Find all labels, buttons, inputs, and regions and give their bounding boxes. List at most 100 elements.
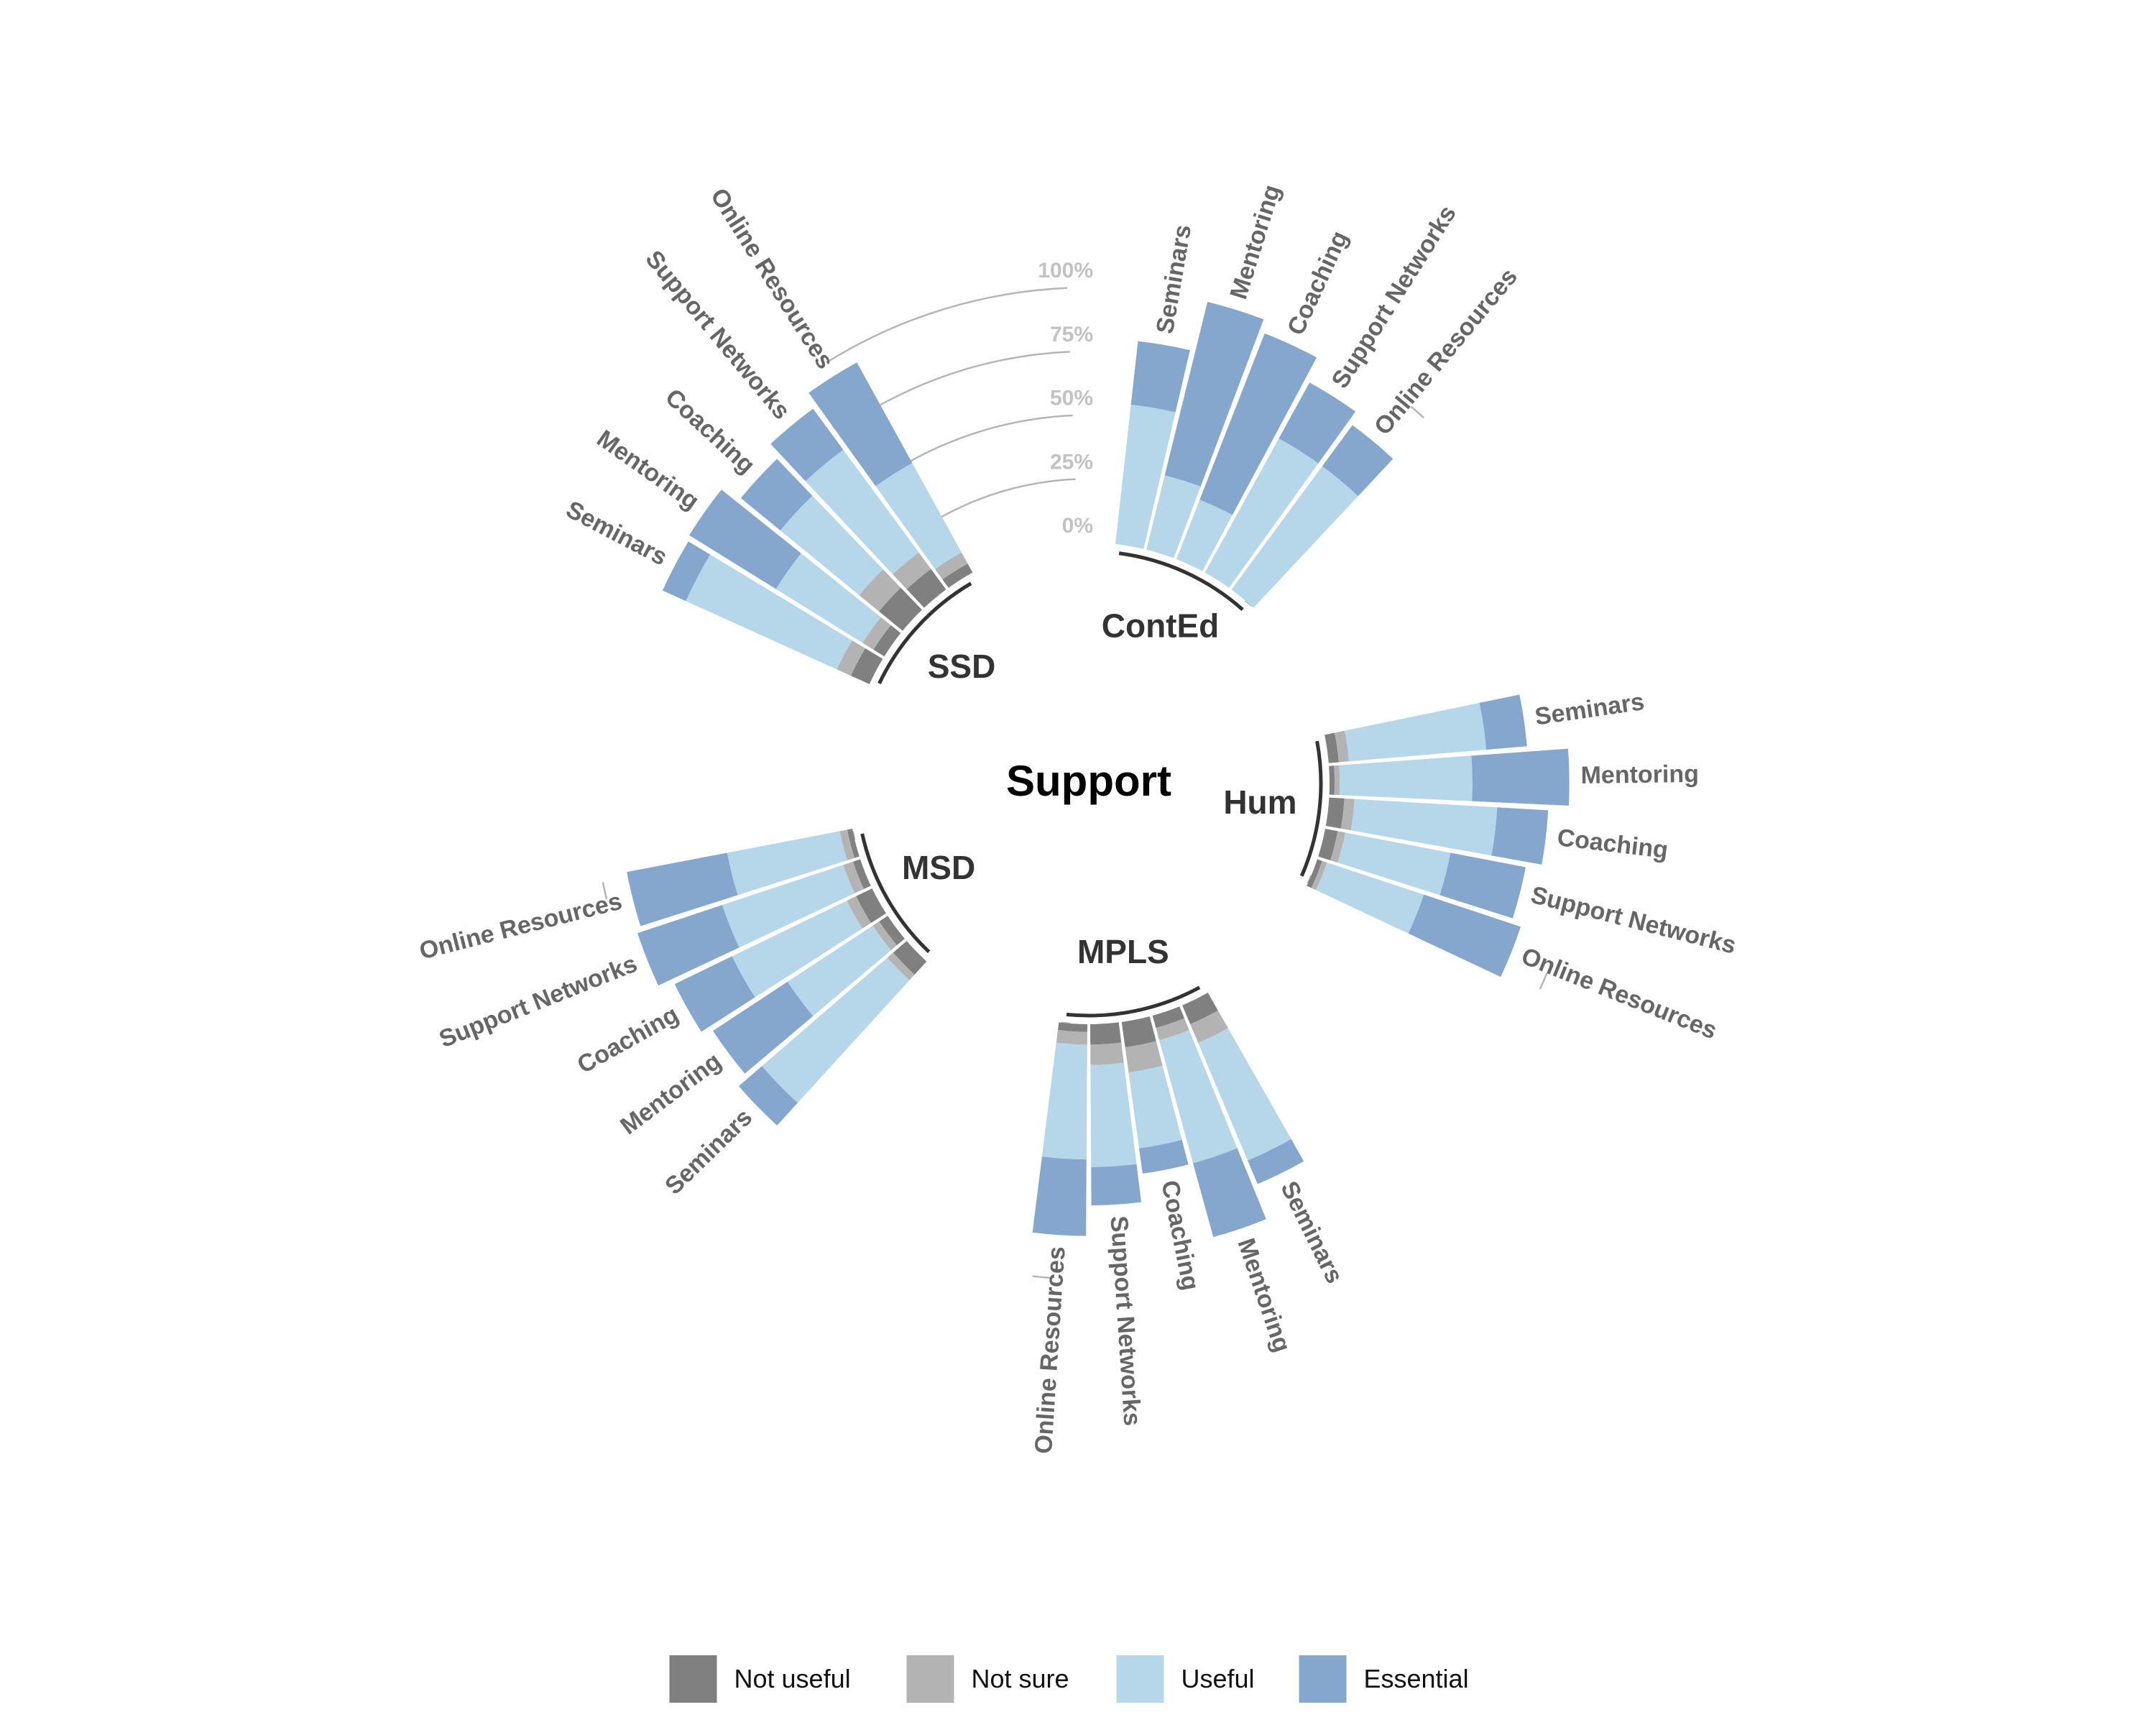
- legend-swatch: [1116, 1655, 1164, 1703]
- bar-segment-useful: [1204, 438, 1319, 588]
- bar-segment-useful: [775, 553, 881, 643]
- bar-label: Coaching: [1156, 1178, 1204, 1292]
- bar-segment-not-sure: [862, 617, 891, 650]
- bar-segment-not-useful: [873, 625, 901, 657]
- bar-segment-useful: [1350, 799, 1498, 856]
- bar-segment-essential: [1199, 333, 1317, 515]
- group-label: MPLS: [1077, 933, 1169, 970]
- group-label: ContEd: [1102, 607, 1220, 645]
- bar-segment-essential: [738, 1066, 798, 1126]
- scale-label: 75%: [1050, 323, 1093, 346]
- bar-segment-useful: [1344, 702, 1487, 762]
- bar-segment-essential: [1439, 852, 1526, 919]
- group-label: SSD: [928, 648, 996, 685]
- bar-segment-useful: [805, 449, 919, 574]
- bar-segment-useful: [1115, 405, 1176, 549]
- bar-segment-not-sure: [859, 569, 901, 612]
- legend-swatch: [669, 1655, 717, 1703]
- bar-label: Support Networks: [1528, 881, 1738, 960]
- group-arc-layer: [860, 551, 1323, 1018]
- bars-layer: [627, 302, 1570, 1238]
- bar-segment-not-sure: [1330, 831, 1345, 863]
- bar-segment-not-useful: [879, 587, 922, 631]
- bar-segment-not-sure: [843, 861, 865, 893]
- bar-segment-essential: [740, 459, 813, 531]
- legend-label: Not sure: [972, 1664, 1069, 1693]
- bar-segment-essential: [1491, 807, 1549, 865]
- bar-segment-useful: [1231, 466, 1358, 608]
- bar-segment-not-useful: [852, 859, 871, 889]
- bar-label: Seminars: [1533, 688, 1646, 731]
- bar-label: Mentoring: [1580, 760, 1699, 789]
- bar-segment-essential: [1032, 1156, 1087, 1236]
- bar-segment-not-useful: [1121, 1016, 1156, 1048]
- bar-segment-essential: [1130, 341, 1190, 413]
- scale-label: 100%: [1038, 259, 1093, 282]
- bar-label: Seminars: [1151, 223, 1197, 336]
- bar-segment-essential: [689, 489, 801, 589]
- bar-segment-not-useful: [847, 829, 860, 858]
- bar-segment-useful: [1316, 862, 1424, 934]
- bar-segment-not-sure: [1056, 1029, 1087, 1045]
- legend-label: Not useful: [734, 1664, 851, 1693]
- bar-segment-useful: [762, 957, 910, 1103]
- bar-segment-not-sure: [839, 829, 854, 860]
- bar-segment-useful: [787, 925, 891, 1016]
- bar-segment-essential: [770, 408, 844, 482]
- bar-segment-essential: [713, 981, 814, 1074]
- chart-title: Support: [1006, 757, 1171, 805]
- legend: Not useful Not sure Useful Essential: [669, 1655, 1469, 1703]
- bar-segment-not-useful: [856, 888, 886, 924]
- bar-label: Support Networks: [1105, 1215, 1146, 1427]
- bar-segment-useful: [1090, 1062, 1137, 1167]
- bar-segment-not-useful: [1318, 829, 1338, 860]
- bar-segment-essential: [1139, 1139, 1189, 1174]
- bar-label: Seminars: [1275, 1177, 1348, 1287]
- bar-segment-useful: [1041, 1042, 1087, 1160]
- legend-label: Useful: [1181, 1664, 1255, 1693]
- bar-segment-not-sure: [872, 921, 898, 951]
- bar-label: Online Resources: [417, 888, 625, 965]
- group-arc: [1066, 985, 1201, 1018]
- group-arc: [1299, 740, 1323, 877]
- bar-segment-not-sure: [1340, 798, 1355, 831]
- bar-label: Mentoring: [615, 1047, 726, 1140]
- bar-segment-not-useful: [850, 648, 883, 684]
- bar-segment-not-useful: [879, 916, 905, 946]
- bar-segment-essential: [674, 956, 755, 1032]
- bar-label: Seminars: [561, 496, 671, 571]
- bar-segment-not-sure: [935, 552, 968, 580]
- group-arc: [877, 581, 972, 685]
- bar-segment-not-useful: [1090, 1022, 1122, 1045]
- grid-arc: [1032, 1275, 1050, 1279]
- bar-segment-not-useful: [942, 564, 973, 588]
- bar-segment-useful: [722, 865, 855, 948]
- bar-segment-useful: [1146, 475, 1201, 558]
- bar-segment-useful: [686, 554, 852, 670]
- bar-label: Coaching: [660, 384, 760, 479]
- bar-label: Mentoring: [1232, 1235, 1296, 1356]
- group-arc: [860, 833, 931, 954]
- group-label: Hum: [1223, 783, 1296, 821]
- bar-segment-essential: [627, 852, 738, 926]
- bar-segment-essential: [1322, 425, 1393, 497]
- bar-segment-essential: [1279, 382, 1356, 464]
- bar-segment-not-sure: [887, 952, 915, 980]
- bar-segment-useful: [1337, 832, 1451, 896]
- bar-segment-essential: [662, 541, 711, 602]
- bar-segment-useful: [1128, 1065, 1182, 1149]
- bar-segment-not-sure: [1335, 730, 1350, 763]
- bar-segment-not-useful: [1057, 1022, 1087, 1032]
- bar-segment-essential: [1408, 894, 1521, 978]
- bar-segment-useful: [1159, 1030, 1238, 1164]
- grid-arc: [829, 287, 1067, 362]
- bar-segment-not-sure: [1311, 860, 1327, 891]
- bar-segment-not-sure: [1125, 1041, 1163, 1073]
- bar-label: Seminars: [660, 1103, 757, 1200]
- grid-arc: [895, 414, 1073, 471]
- bar-segment-not-useful: [1325, 732, 1339, 763]
- bar-segment-useful: [1198, 1028, 1291, 1161]
- bar-label: Mentoring: [1225, 182, 1286, 303]
- bar-label: Coaching: [573, 1000, 683, 1079]
